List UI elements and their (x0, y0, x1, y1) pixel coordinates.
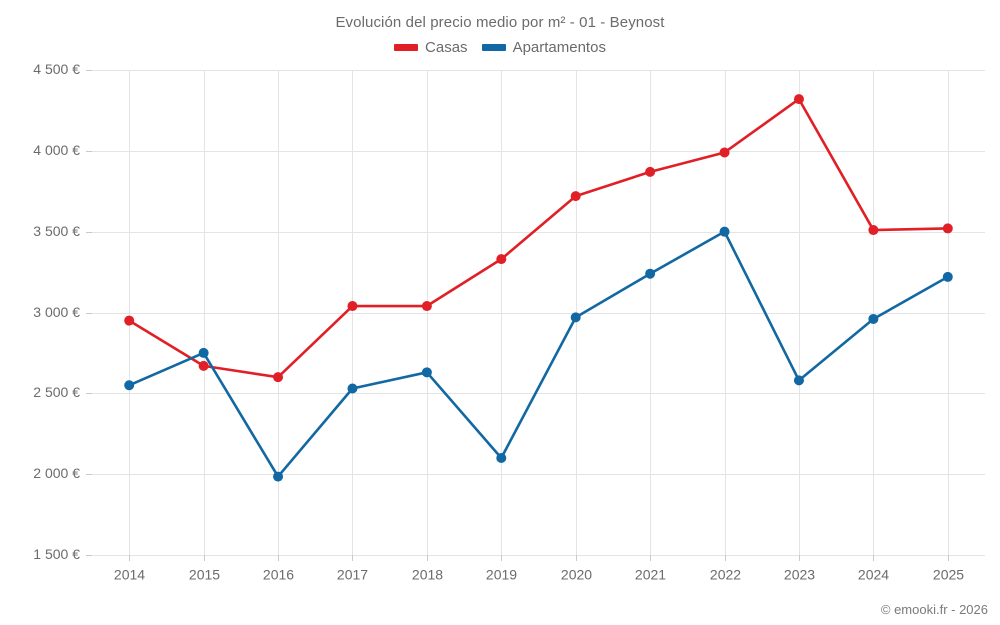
data-point-marker[interactable] (347, 383, 358, 394)
series-line-casas (127, 97, 950, 379)
x-axis-tick-label: 2016 (263, 566, 294, 582)
legend-item-casas[interactable]: Casas (394, 40, 468, 55)
data-point-marker[interactable] (570, 191, 581, 202)
data-point-marker[interactable] (421, 301, 432, 312)
data-point-marker[interactable] (124, 315, 135, 326)
data-point-marker[interactable] (496, 254, 507, 265)
data-point-marker[interactable] (645, 268, 656, 279)
data-point-marker[interactable] (868, 313, 879, 324)
y-axis-tick-label: 3 500 € (33, 223, 80, 239)
legend-item-apartamentos[interactable]: Apartamentos (481, 39, 606, 56)
chart-legend: Casas Apartamentos (0, 40, 1000, 55)
y-axis-tick-label: 4 500 € (33, 61, 80, 77)
data-point-marker[interactable] (645, 166, 656, 177)
data-point-marker[interactable] (124, 380, 135, 391)
y-axis-tick-label: 2 000 € (33, 465, 80, 481)
data-point-marker[interactable] (198, 360, 209, 371)
data-point-marker[interactable] (868, 225, 879, 236)
data-point-marker[interactable] (942, 271, 953, 282)
data-point-marker[interactable] (347, 301, 358, 312)
legend-label-casas: Casas (425, 39, 468, 56)
y-axis-tick-label: 4 000 € (33, 142, 80, 158)
x-axis-tick-label: 2023 (784, 566, 815, 582)
series-line-apartamentos (127, 230, 950, 478)
y-axis-tick-label: 1 500 € (33, 546, 80, 562)
y-axis-tick-label: 2 500 € (33, 384, 80, 400)
chart-title: Evolución del precio medio por m² - 01 -… (335, 14, 665, 31)
x-axis-tick-label: 2020 (561, 566, 592, 582)
x-axis-tick-label: 2022 (710, 566, 741, 582)
x-axis-tick-label: 2017 (337, 566, 368, 582)
footer-credit: © emooki.fr - 2026 (880, 602, 988, 617)
x-axis-tick-label: 2014 (114, 566, 145, 582)
y-axis-tick-label: 3 000 € (33, 304, 80, 320)
data-point-marker[interactable] (719, 147, 730, 158)
legend-swatch-casas (394, 44, 419, 51)
x-axis-tick-label: 2021 (635, 566, 666, 582)
data-point-marker[interactable] (942, 223, 953, 234)
data-point-marker[interactable] (421, 367, 432, 378)
data-point-marker[interactable] (496, 453, 507, 463)
data-point-marker[interactable] (273, 372, 284, 383)
x-axis-tick-label: 2019 (486, 566, 517, 582)
x-axis-tick-label: 2025 (933, 566, 964, 582)
x-axis-tick-label: 2018 (412, 566, 443, 582)
x-axis-tick-label: 2015 (189, 566, 220, 582)
data-point-marker[interactable] (570, 312, 581, 323)
data-point-marker[interactable] (719, 226, 730, 237)
legend-swatch-apartamentos (481, 44, 506, 51)
data-point-marker[interactable] (273, 471, 284, 482)
data-point-marker[interactable] (793, 375, 804, 386)
data-point-marker[interactable] (198, 347, 209, 358)
legend-label-apartamentos: Apartamentos (512, 39, 606, 56)
data-point-marker[interactable] (793, 94, 804, 105)
x-axis-tick-label: 2024 (858, 566, 889, 582)
